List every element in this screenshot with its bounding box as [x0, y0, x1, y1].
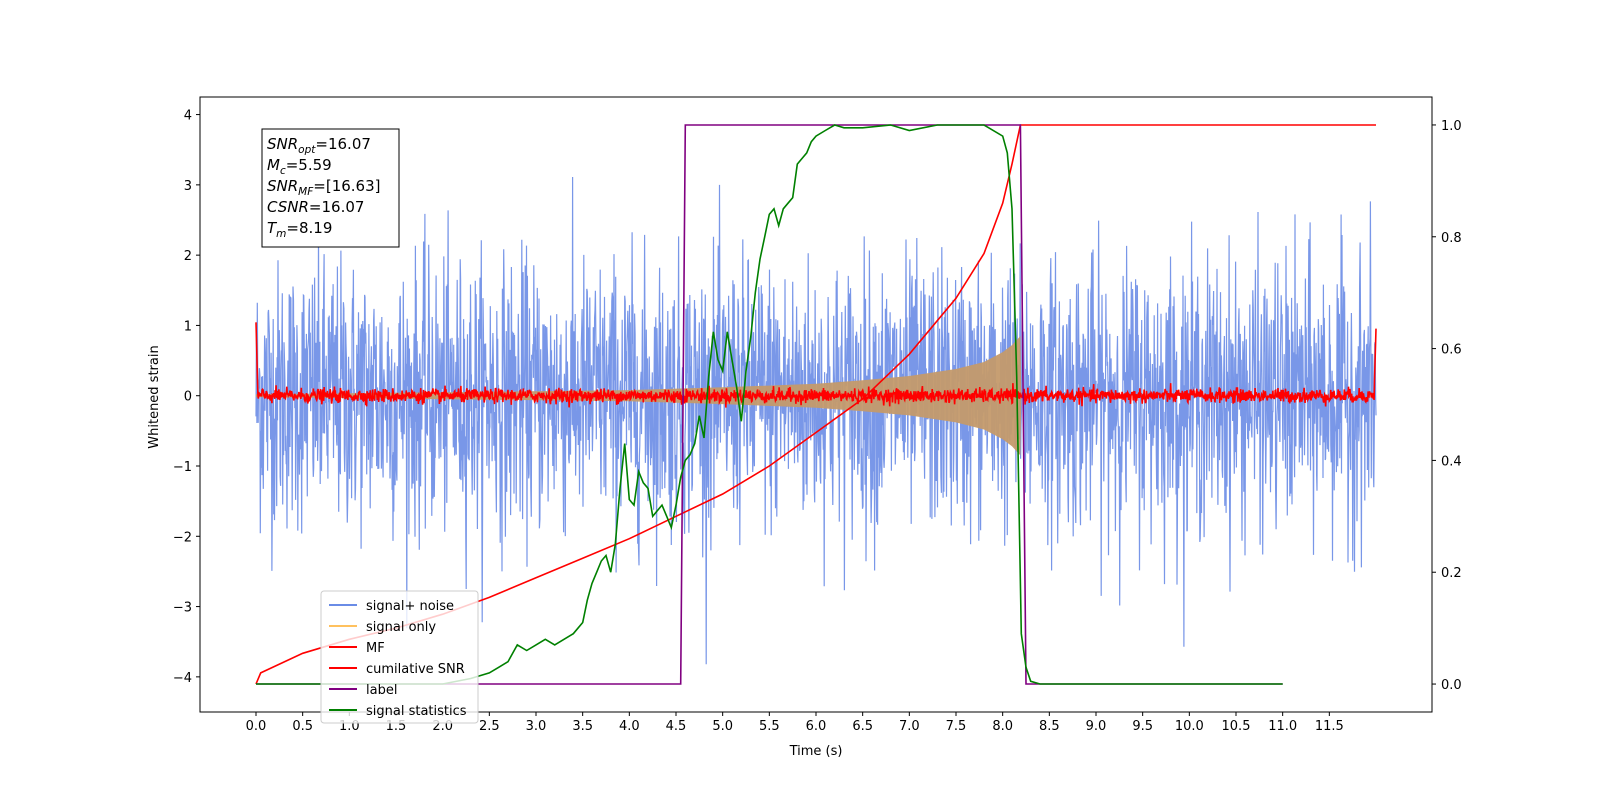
x-tick-label: 10.5	[1222, 719, 1251, 734]
legend: signal+ noise signal only MF cumilative SNR…	[320, 590, 479, 724]
legend-label: label	[366, 683, 397, 698]
legend-label: cumilative SNR	[366, 662, 465, 677]
y-tick-label: −4	[173, 671, 192, 686]
y2-tick-label: 0.2	[1441, 566, 1462, 581]
x-axis-label: Time (s)	[789, 744, 843, 759]
mf-line	[255, 322, 1377, 408]
y-tick-label: −2	[173, 530, 192, 545]
y2-tick-label: 0.4	[1441, 454, 1462, 469]
x-tick-label: 3.0	[526, 719, 547, 734]
stats-line-snr_mf: SNRMF=[16.63]	[267, 177, 381, 198]
x-tick-label: 5.0	[712, 719, 733, 734]
legend-label: MF	[366, 641, 385, 656]
x-tick-label: 9.0	[1086, 719, 1107, 734]
x-tick-label: 7.0	[899, 719, 920, 734]
y-tick-label: −1	[173, 460, 192, 475]
stats-line-csnr: CSNR=16.07	[267, 198, 364, 216]
y-axis-label: Whitened strain	[147, 345, 162, 448]
x-tick-label: 2.5	[479, 719, 500, 734]
legend-label: signal statistics	[366, 704, 467, 719]
y2-tick-label: 0.8	[1441, 231, 1462, 246]
y-tick-label: 2	[184, 249, 192, 264]
y-tick-label: 4	[184, 109, 192, 124]
x-tick-label: 7.5	[946, 719, 967, 734]
y2-tick-label: 0.0	[1441, 678, 1462, 693]
x-tick-label: 4.5	[666, 719, 687, 734]
stats-line-mc: Mc=5.59	[267, 156, 332, 177]
x-tick-label: 5.5	[759, 719, 780, 734]
y2-tick-label: 1.0	[1441, 119, 1462, 134]
legend-label: signal+ noise	[366, 599, 454, 614]
x-tick-label: 3.5	[572, 719, 593, 734]
x-tick-label: 8.5	[1039, 719, 1060, 734]
signal-statistics-line	[256, 124, 1283, 685]
stats-annotation-box: SNRopt=16.07Mc=5.59SNRMF=[16.63]CSNR=16.…	[261, 128, 400, 248]
x-tick-label: 4.0	[619, 719, 640, 734]
x-tick-label: 10.0	[1175, 719, 1204, 734]
x-tick-label: 11.0	[1268, 719, 1297, 734]
x-tick-label: 8.0	[992, 719, 1013, 734]
x-tick-label: 6.5	[852, 719, 873, 734]
y2-tick-label: 0.6	[1441, 343, 1462, 358]
x-tick-label: 0.0	[246, 719, 267, 734]
x-tick-label: 6.0	[806, 719, 827, 734]
stats-box-frame	[261, 128, 400, 248]
y-tick-label: 1	[184, 319, 192, 334]
x-tick-label: 0.5	[292, 719, 313, 734]
y-tick-label: −3	[173, 601, 192, 616]
x-tick-label: 9.5	[1132, 719, 1153, 734]
x-tick-label: 11.5	[1315, 719, 1344, 734]
y-tick-label: 0	[184, 390, 192, 405]
legend-label: signal only	[366, 620, 436, 635]
stats-line-tm: Tm=8.19	[267, 219, 332, 240]
stats-line-snr_opt: SNRopt=16.07	[267, 135, 371, 156]
y-tick-label: 3	[184, 179, 192, 194]
legend-frame	[320, 590, 479, 724]
